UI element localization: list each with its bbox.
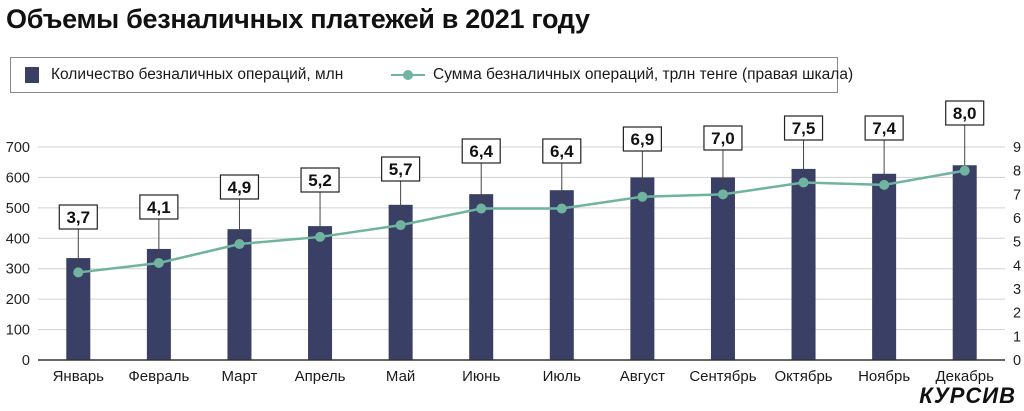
data-label: 5,7: [389, 160, 413, 179]
data-label: 4,9: [228, 178, 252, 197]
data-label: 7,5: [792, 119, 816, 138]
line-point: [959, 165, 970, 176]
x-axis-tick-label: Февраль: [128, 368, 189, 385]
x-axis-tick-label: Май: [386, 368, 415, 385]
left-axis-tick-label: 200: [6, 292, 30, 308]
line-point: [395, 220, 406, 231]
left-axis-tick-label: 500: [6, 201, 30, 217]
x-axis-tick-label: Июль: [543, 368, 581, 385]
x-axis-tick-label: Сентябрь: [689, 368, 756, 385]
data-label: 5,2: [308, 171, 332, 190]
series-line: [78, 169, 965, 274]
x-axis-tick-label: Июнь: [462, 368, 500, 385]
bar: [308, 226, 333, 360]
x-axis-tick-label: Март: [222, 368, 258, 385]
bar: [549, 190, 574, 360]
right-axis-tick-label: 2: [1013, 306, 1021, 322]
left-axis-tick-label: 300: [6, 262, 30, 278]
right-axis-tick-label: 3: [1013, 282, 1021, 298]
line-point: [153, 257, 164, 268]
legend-line-swatch: [391, 67, 425, 83]
data-label: 7,4: [872, 119, 896, 138]
data-label-box: [300, 167, 340, 193]
left-axis-tick-label: 600: [6, 170, 30, 186]
right-axis-tick-label: 8: [1013, 164, 1021, 180]
data-label-box: [945, 100, 985, 126]
bar: [791, 168, 816, 360]
bar: [952, 165, 977, 360]
legend-item-line: Сумма безналичных операций, трлн тенге (…: [391, 58, 853, 92]
x-axis-tick-label: Октябрь: [774, 368, 832, 385]
legend-line-label: Сумма безналичных операций, трлн тенге (…: [433, 66, 854, 83]
x-axis-tick-label: Январь: [53, 368, 105, 385]
line-point: [556, 203, 567, 214]
data-label: 6,9: [631, 130, 655, 149]
right-axis-tick-label: 0: [1013, 353, 1021, 369]
left-axis-tick-label: 100: [6, 323, 30, 339]
bar: [872, 173, 897, 360]
data-label-box: [542, 138, 582, 164]
x-axis-tick-label: Ноябрь: [858, 368, 910, 385]
data-label-box: [703, 125, 743, 151]
left-axis-tick-label: 700: [6, 140, 30, 156]
data-label-box: [783, 115, 824, 141]
line-point: [315, 231, 326, 242]
x-axis-tick-label: Декабрь: [935, 368, 994, 385]
bar: [227, 229, 252, 360]
right-axis-tick-label: 4: [1013, 258, 1021, 274]
data-label-box: [58, 204, 98, 230]
data-label-box: [139, 194, 179, 220]
right-axis-tick-label: 5: [1013, 235, 1021, 251]
data-label-box: [461, 138, 501, 164]
right-axis-tick-label: 1: [1013, 329, 1021, 345]
x-axis-tick-label: Апрель: [295, 368, 346, 385]
line-point: [798, 177, 809, 188]
line-point: [637, 191, 648, 202]
bar: [388, 204, 413, 360]
data-label-box: [864, 115, 904, 141]
data-label: 4,1: [147, 198, 171, 217]
left-axis-tick-label: 0: [22, 353, 30, 369]
line-point: [234, 239, 245, 250]
bar: [630, 177, 655, 360]
x-axis-tick-label: Август: [620, 368, 665, 385]
right-axis-tick-label: 7: [1013, 187, 1021, 203]
legend: Количество безналичных операций, млн Сум…: [10, 57, 853, 93]
right-axis-tick-label: 9: [1013, 140, 1021, 156]
chart-title: Объемы безналичных платежей в 2021 году: [6, 4, 590, 34]
legend-bars-label: Количество безналичных операций, млн: [51, 66, 344, 83]
line-point: [717, 189, 728, 200]
data-label-box: [381, 156, 421, 182]
data-label: 6,4: [469, 142, 493, 161]
data-label: 3,7: [66, 208, 90, 227]
data-label: 7,0: [711, 129, 735, 148]
line-point: [476, 203, 487, 214]
line-point: [879, 179, 890, 190]
right-axis-tick-label: 6: [1013, 211, 1021, 227]
data-label-box: [622, 126, 662, 152]
bar: [469, 194, 494, 360]
data-label: 8,0: [953, 104, 977, 123]
legend-bar-swatch: [25, 67, 39, 83]
brand-logo: КУРСИВ: [919, 383, 1016, 408]
legend-item-bars: Количество безналичных операций, млн: [25, 58, 343, 92]
bar: [710, 177, 735, 360]
left-axis-tick-label: 400: [6, 231, 30, 247]
line-point: [73, 267, 84, 278]
data-label-box: [219, 174, 260, 200]
data-label: 6,4: [550, 142, 574, 161]
